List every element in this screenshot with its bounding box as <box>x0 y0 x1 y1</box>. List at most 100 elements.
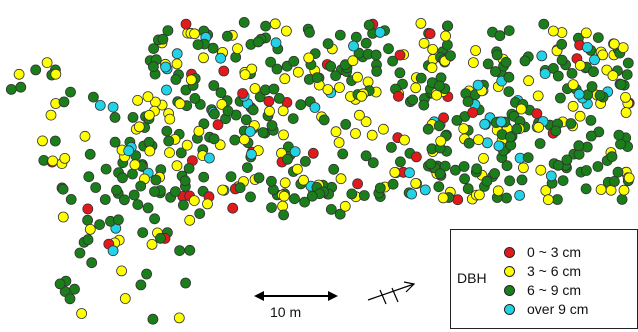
tree-point <box>339 200 351 212</box>
tree-point <box>318 114 330 126</box>
tree-point <box>462 96 474 107</box>
tree-point <box>142 202 154 214</box>
tree-point <box>383 43 394 55</box>
tree-point <box>217 184 229 196</box>
tree-point <box>50 68 62 80</box>
tree-point <box>595 184 607 195</box>
tree-point <box>221 30 233 42</box>
tree-point <box>142 91 154 102</box>
tree-point <box>280 25 292 37</box>
tree-point <box>352 71 363 83</box>
tree-point <box>47 155 59 167</box>
tree-point <box>264 105 275 117</box>
tree-point <box>322 38 334 50</box>
tree-point <box>241 162 253 174</box>
tree-point <box>623 172 635 184</box>
tree-point <box>208 133 220 145</box>
tree-point <box>88 91 99 103</box>
tree-point <box>458 161 470 172</box>
tree-point <box>445 50 456 61</box>
tree-point <box>189 28 200 40</box>
legend-item-0-3: 0 ~ 3 cm <box>504 242 581 262</box>
tree-point <box>437 192 449 204</box>
tree-point <box>337 148 349 160</box>
tree-point <box>585 115 597 126</box>
tree-point <box>418 37 430 49</box>
tree-point <box>426 62 438 74</box>
tree-point <box>128 189 140 201</box>
tree-point <box>270 37 282 49</box>
legend-swatch-cyan <box>504 303 515 315</box>
tree-point <box>567 100 579 112</box>
tree-point <box>90 182 102 193</box>
legend-item-over-9: over 9 cm <box>504 299 588 319</box>
tree-point <box>586 81 598 92</box>
tree-point <box>592 161 604 172</box>
tree-point <box>116 265 127 277</box>
tree-point <box>458 123 470 135</box>
tree-point <box>522 152 534 164</box>
tree-point <box>467 57 479 68</box>
tree-point <box>147 61 159 73</box>
tree-point <box>188 195 200 207</box>
tree-point <box>410 82 422 94</box>
tree-point <box>279 73 291 85</box>
tree-point <box>566 68 578 79</box>
tree-point <box>495 116 507 128</box>
legend-swatch-red <box>504 246 515 258</box>
tree-point <box>467 107 479 118</box>
tree-point <box>137 227 149 239</box>
tree-point <box>535 164 547 176</box>
tree-point <box>555 92 566 104</box>
tree-point <box>203 152 215 164</box>
tree-point <box>334 82 345 93</box>
tree-point <box>13 68 25 80</box>
tree-point <box>582 42 593 53</box>
tree-point <box>518 162 529 174</box>
tree-point <box>370 49 382 61</box>
tree-point <box>212 119 224 131</box>
tree-point <box>433 181 445 193</box>
tree-point <box>615 138 626 150</box>
tree-point <box>192 39 204 50</box>
tree-point <box>54 278 66 290</box>
tree-point <box>30 64 42 76</box>
tree-point <box>311 72 323 83</box>
tree-point <box>162 25 174 37</box>
tree-point <box>588 66 599 78</box>
tree-point <box>350 128 361 139</box>
tree-point <box>260 20 272 32</box>
tree-point <box>574 60 586 71</box>
tree-point <box>273 93 285 104</box>
tree-point <box>171 48 183 60</box>
tree-point <box>149 213 161 225</box>
tree-point <box>171 160 183 172</box>
tree-point <box>328 163 340 175</box>
tree-point <box>347 55 359 67</box>
tree-point <box>581 165 592 176</box>
tree-point <box>239 69 251 80</box>
tree-point <box>452 194 464 206</box>
tree-point <box>15 81 27 93</box>
tree-point <box>621 69 633 80</box>
tree-point <box>557 175 569 187</box>
tree-point <box>202 198 213 210</box>
tree-point <box>613 129 625 141</box>
tree-point <box>306 190 318 202</box>
tree-point <box>79 130 91 142</box>
tree-point <box>170 74 182 85</box>
tree-point <box>65 86 76 98</box>
tree-point <box>180 18 192 30</box>
tree-point <box>119 194 130 206</box>
tree-point <box>216 99 228 110</box>
tree-point <box>574 110 586 122</box>
tree-point <box>580 27 592 39</box>
tree-point <box>322 84 334 95</box>
tree-point <box>208 80 220 91</box>
tree-point <box>64 293 76 305</box>
tree-point <box>303 52 315 64</box>
tree-point <box>573 88 585 100</box>
tree-point <box>133 121 145 133</box>
tree-point <box>99 194 111 205</box>
tree-point <box>472 79 484 91</box>
